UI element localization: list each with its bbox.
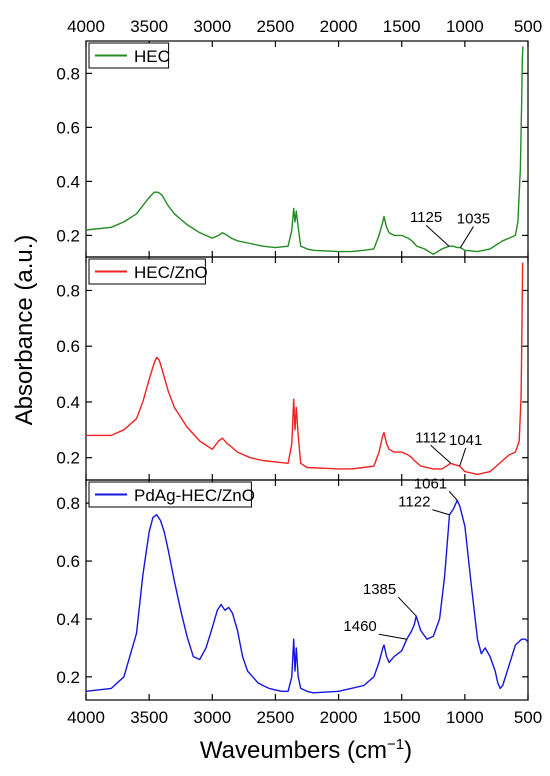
x-axis-label: Waveumbers (cm−1) xyxy=(200,736,412,764)
legend-label: HEC xyxy=(134,47,170,66)
panel-bottom: 0.2 0.4 0.6 0.8 4000 3500 3000 2500 2000 1500 1000… xyxy=(56,475,542,727)
y-tick-label: 0.6 xyxy=(56,337,80,356)
annotation-leader xyxy=(397,596,417,617)
panel-top: 0.2 0.4 0.6 0.8 4000 3500 3000 2500 2000 1500 1000… xyxy=(56,17,542,258)
x-tick-label: 2500 xyxy=(257,708,295,727)
y-tick-label: 0.6 xyxy=(56,118,80,137)
annotation-leader xyxy=(448,490,458,501)
peak-annotation: 1041 xyxy=(449,432,482,449)
y-tick-label: 0.8 xyxy=(56,281,80,300)
series-line xyxy=(86,262,524,476)
y-tick-label: 0.4 xyxy=(56,172,80,191)
x-tick-label: 500 xyxy=(514,708,542,727)
x-tick-label: 4000 xyxy=(67,17,105,36)
legend-label: PdAg-HEC/ZnO xyxy=(134,486,255,505)
x-tick-label: 2500 xyxy=(257,17,295,36)
annotation-leader xyxy=(425,224,450,247)
peak-annotation: 1385 xyxy=(363,581,396,598)
x-tick-label: 1500 xyxy=(383,17,421,36)
series-line xyxy=(85,499,529,694)
legend: HEC/ZnO xyxy=(88,258,208,285)
panel-frame xyxy=(85,479,529,701)
y-tick-label: 0.8 xyxy=(56,494,80,513)
panel-middle: 0.2 0.4 0.6 0.8 HEC/ZnO 1112 1041 xyxy=(56,256,529,481)
legend: PdAg-HEC/ZnO xyxy=(88,481,255,508)
x-tick-label: 1000 xyxy=(446,17,484,36)
y-tick-label: 0.4 xyxy=(56,393,80,412)
y-tick-label: 0.6 xyxy=(56,552,80,571)
peak-annotation: 1122 xyxy=(398,494,430,511)
y-tick-label: 0.2 xyxy=(56,226,80,245)
annotation-leader xyxy=(430,444,452,464)
x-tick-label: 1500 xyxy=(383,708,421,727)
peak-annotation: 1125 xyxy=(410,209,442,226)
legend-label: HEC/ZnO xyxy=(134,263,208,282)
x-tick-label: 500 xyxy=(514,17,542,36)
y-tick-label: 0.2 xyxy=(56,668,80,687)
y-tick-label: 0.2 xyxy=(56,449,80,468)
y-tick-label: 0.4 xyxy=(56,610,80,629)
legend: HEC xyxy=(88,42,170,69)
x-tick-label: 1000 xyxy=(446,708,484,727)
x-tick-label: 3500 xyxy=(130,17,168,36)
chart-panels: 0.2 0.4 0.6 0.8 4000 3500 3000 2500 2000 1500 1000… xyxy=(56,17,542,727)
x-tick-label: 3000 xyxy=(193,17,231,36)
x-tick-label: 2000 xyxy=(320,17,358,36)
peak-annotation: 1035 xyxy=(457,211,490,228)
annotation-leader xyxy=(432,509,450,516)
annotation-leader xyxy=(459,447,467,467)
y-tick-label: 0.8 xyxy=(56,64,80,83)
x-tick-label: 4000 xyxy=(67,708,105,727)
series-line xyxy=(85,46,524,256)
peak-annotation: 1460 xyxy=(343,618,376,635)
x-tick-label: 2000 xyxy=(320,708,358,727)
peak-annotation: 1112 xyxy=(415,429,446,446)
annotation-leader xyxy=(460,226,474,248)
x-tick-label: 3000 xyxy=(193,708,231,727)
annotation-leader xyxy=(378,633,407,640)
x-tick-label: 3500 xyxy=(130,708,168,727)
y-axis-label: Absorbance (a.u.) xyxy=(11,235,38,426)
peak-annotation: 1061 xyxy=(414,475,447,492)
